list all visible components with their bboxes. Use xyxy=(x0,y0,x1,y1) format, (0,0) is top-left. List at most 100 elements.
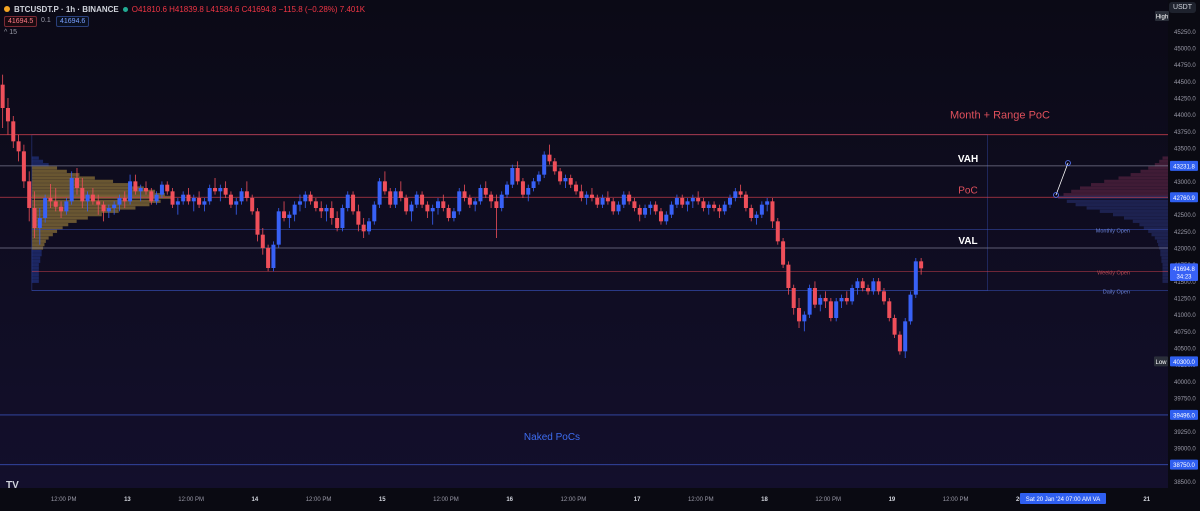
candle-body xyxy=(165,184,170,192)
candle-body xyxy=(292,204,297,215)
candle-body xyxy=(876,281,881,292)
symbol-title[interactable]: BTCUSDT.P · 1h · BINANCE xyxy=(14,4,119,14)
y-tick-label: 40500.0 xyxy=(1174,347,1196,353)
candle-body xyxy=(351,194,356,212)
candle-body xyxy=(818,298,823,305)
buy-button[interactable]: 41694.6 xyxy=(56,16,90,27)
sell-button[interactable]: 41694.5 xyxy=(4,16,38,27)
right-volume-profile-bar xyxy=(1091,183,1168,187)
candle-body xyxy=(791,288,796,308)
currency-selector[interactable]: USDT xyxy=(1168,2,1196,13)
candle-body xyxy=(32,208,37,228)
candle-body xyxy=(377,181,382,205)
candle-body xyxy=(664,214,669,222)
right-volume-profile-bar xyxy=(1162,266,1168,270)
price-tag xyxy=(1155,11,1169,21)
candle-body xyxy=(526,188,531,195)
candle-body xyxy=(616,204,621,212)
candle-body xyxy=(812,288,817,305)
candle-body xyxy=(74,178,79,188)
price-tag xyxy=(1170,459,1198,470)
volume-profile-bar xyxy=(31,186,144,190)
candle-body xyxy=(505,184,510,195)
price-axis xyxy=(1168,0,1200,506)
candle-body xyxy=(122,198,127,202)
candle-body xyxy=(547,154,552,162)
candle-body xyxy=(446,208,451,218)
candle-body xyxy=(595,198,600,205)
right-volume-profile-bar xyxy=(1157,239,1168,243)
right-volume-profile-bar xyxy=(1080,186,1168,190)
volume-profile-bar xyxy=(31,216,88,220)
indicators-collapse-button[interactable]: ^ 15 xyxy=(4,29,18,36)
candle-body xyxy=(919,261,924,269)
right-volume-profile-bar xyxy=(1139,223,1168,227)
volume-profile-bar xyxy=(31,156,39,160)
candle-body xyxy=(106,208,111,212)
y-tick-label: 45000.0 xyxy=(1174,47,1196,53)
candle-body xyxy=(478,188,483,202)
y-tick-label: 41000.0 xyxy=(1174,313,1196,319)
candle-body xyxy=(897,334,902,352)
price-tag xyxy=(1154,356,1168,367)
candle-body xyxy=(27,181,32,208)
candle-body xyxy=(340,208,345,228)
level-label: Naked PoCs xyxy=(524,432,580,443)
spread-value: 0.1 xyxy=(41,17,51,24)
volume-profile-bar xyxy=(31,236,49,240)
volume-profile-bar xyxy=(31,273,39,277)
candle-body xyxy=(589,194,594,198)
candle-body xyxy=(706,204,711,208)
candle-body xyxy=(228,194,233,205)
candle-body xyxy=(207,188,212,202)
volume-profile-bar xyxy=(31,266,39,270)
right-volume-profile-bar xyxy=(1130,173,1168,177)
x-tick-label: 19 xyxy=(889,497,896,503)
right-volume-profile-bar xyxy=(1162,273,1168,277)
right-volume-profile-bar xyxy=(1151,233,1168,237)
candle-body xyxy=(457,191,462,212)
annotation-handle xyxy=(1053,192,1059,198)
candle-body xyxy=(892,318,897,335)
price-tag xyxy=(1170,409,1198,420)
candle-body xyxy=(499,194,504,208)
x-tick-label: 12:00 PM xyxy=(943,497,969,503)
right-volume-profile-bar xyxy=(1099,209,1168,213)
candle-body xyxy=(887,301,892,318)
y-tick-label: 38500.0 xyxy=(1174,480,1196,486)
right-volume-profile-bar xyxy=(1154,163,1168,167)
candle-body xyxy=(313,201,318,208)
candle-body xyxy=(191,198,196,202)
volume-profile-bar xyxy=(31,163,49,167)
candle-body xyxy=(696,198,701,202)
candle-body xyxy=(781,241,786,265)
price-tag-label: 39496.0 xyxy=(1173,413,1195,419)
y-tick-label: 42250.0 xyxy=(1174,230,1196,236)
candle-body xyxy=(250,198,255,212)
annotation-arrow xyxy=(1055,162,1069,196)
x-tick-label: 17 xyxy=(634,497,641,503)
right-volume-profile-bar xyxy=(1075,203,1168,207)
candle-body xyxy=(786,264,791,288)
candle-body xyxy=(802,314,807,322)
candle-body xyxy=(170,191,175,205)
candle-body xyxy=(520,181,525,195)
x-tick-label: 12:00 PM xyxy=(561,497,587,503)
candle-body xyxy=(361,224,366,232)
candle-body xyxy=(287,214,292,218)
y-tick-label: 42500.0 xyxy=(1174,213,1196,219)
candle-body xyxy=(128,181,133,202)
volume-profile-bar xyxy=(31,253,42,257)
candle-body xyxy=(483,188,488,195)
volume-profile-bar xyxy=(31,189,156,193)
candle-body xyxy=(648,204,653,208)
candle-body xyxy=(823,298,828,302)
tradingview-logo-icon[interactable]: TV xyxy=(6,480,19,491)
candle-body xyxy=(903,321,908,352)
candle-body xyxy=(64,201,69,212)
candle-body xyxy=(96,201,101,205)
x-tick-label: 12:00 PM xyxy=(433,497,459,503)
candle-body xyxy=(149,191,154,202)
